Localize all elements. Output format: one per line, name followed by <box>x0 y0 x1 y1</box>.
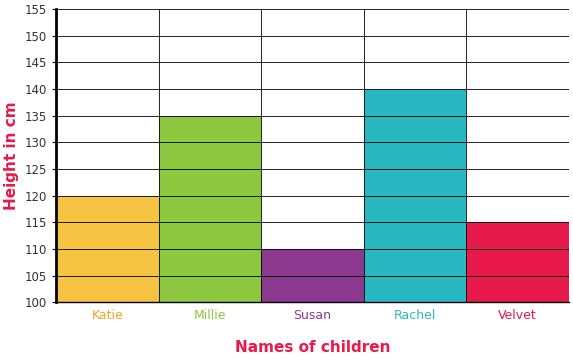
X-axis label: Names of children: Names of children <box>235 340 390 355</box>
Text: Millie: Millie <box>194 309 226 322</box>
Bar <box>261 249 364 302</box>
Bar <box>159 116 261 302</box>
Bar <box>466 222 569 302</box>
Y-axis label: Height in cm: Height in cm <box>4 102 19 210</box>
Text: Susan: Susan <box>293 309 331 322</box>
Bar <box>56 196 159 302</box>
Text: Rachel: Rachel <box>394 309 436 322</box>
Text: Katie: Katie <box>92 309 123 322</box>
Text: Velvet: Velvet <box>498 309 537 322</box>
Bar <box>364 89 466 302</box>
